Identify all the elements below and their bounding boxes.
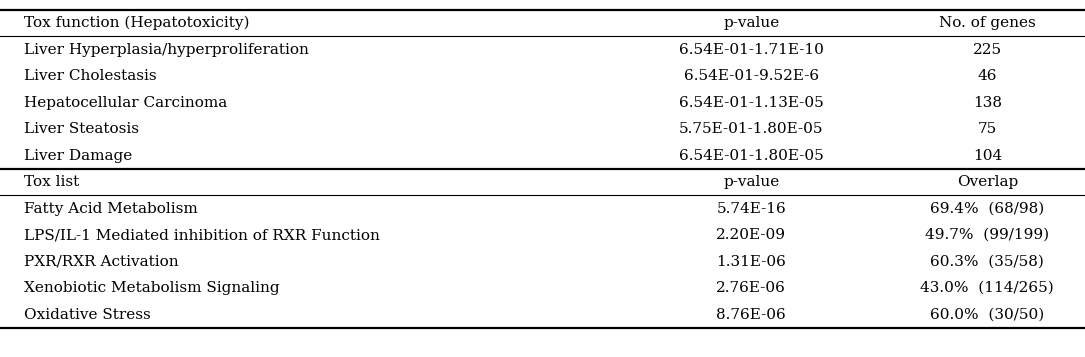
Text: No. of genes: No. of genes bbox=[939, 16, 1036, 30]
Text: 43.0%  (114/265): 43.0% (114/265) bbox=[920, 281, 1055, 295]
Text: 46: 46 bbox=[978, 69, 997, 83]
Text: 225: 225 bbox=[973, 43, 1001, 57]
Text: 2.20E-09: 2.20E-09 bbox=[716, 228, 787, 242]
Text: 6.54E-01-1.71E-10: 6.54E-01-1.71E-10 bbox=[679, 43, 824, 57]
Text: Xenobiotic Metabolism Signaling: Xenobiotic Metabolism Signaling bbox=[24, 281, 280, 295]
Text: 6.54E-01-1.80E-05: 6.54E-01-1.80E-05 bbox=[679, 149, 824, 163]
Text: Fatty Acid Metabolism: Fatty Acid Metabolism bbox=[24, 202, 197, 216]
Text: Liver Damage: Liver Damage bbox=[24, 149, 132, 163]
Text: 75: 75 bbox=[978, 122, 997, 136]
Text: 104: 104 bbox=[973, 149, 1001, 163]
Text: LPS/IL-1 Mediated inhibition of RXR Function: LPS/IL-1 Mediated inhibition of RXR Func… bbox=[24, 228, 380, 242]
Text: Tox function (Hepatotoxicity): Tox function (Hepatotoxicity) bbox=[24, 16, 250, 30]
Text: Oxidative Stress: Oxidative Stress bbox=[24, 308, 151, 322]
Text: 69.4%  (68/98): 69.4% (68/98) bbox=[930, 202, 1045, 216]
Text: Tox list: Tox list bbox=[24, 175, 79, 189]
Text: 60.0%  (30/50): 60.0% (30/50) bbox=[930, 308, 1045, 322]
Text: 6.54E-01-1.13E-05: 6.54E-01-1.13E-05 bbox=[679, 96, 824, 110]
Text: 49.7%  (99/199): 49.7% (99/199) bbox=[926, 228, 1049, 242]
Text: Hepatocellular Carcinoma: Hepatocellular Carcinoma bbox=[24, 96, 227, 110]
Text: 5.75E-01-1.80E-05: 5.75E-01-1.80E-05 bbox=[679, 122, 824, 136]
Text: Liver Steatosis: Liver Steatosis bbox=[24, 122, 139, 136]
Text: p-value: p-value bbox=[724, 175, 779, 189]
Text: Liver Hyperplasia/hyperproliferation: Liver Hyperplasia/hyperproliferation bbox=[24, 43, 309, 57]
Text: p-value: p-value bbox=[724, 16, 779, 30]
Text: 6.54E-01-9.52E-6: 6.54E-01-9.52E-6 bbox=[684, 69, 819, 83]
Text: 138: 138 bbox=[973, 96, 1001, 110]
Text: Overlap: Overlap bbox=[957, 175, 1018, 189]
Text: 2.76E-06: 2.76E-06 bbox=[716, 281, 787, 295]
Text: Liver Cholestasis: Liver Cholestasis bbox=[24, 69, 156, 83]
Text: 60.3%  (35/58): 60.3% (35/58) bbox=[931, 255, 1044, 268]
Text: 8.76E-06: 8.76E-06 bbox=[716, 308, 787, 322]
Text: 1.31E-06: 1.31E-06 bbox=[716, 255, 787, 268]
Text: 5.74E-16: 5.74E-16 bbox=[716, 202, 787, 216]
Text: PXR/RXR Activation: PXR/RXR Activation bbox=[24, 255, 179, 268]
